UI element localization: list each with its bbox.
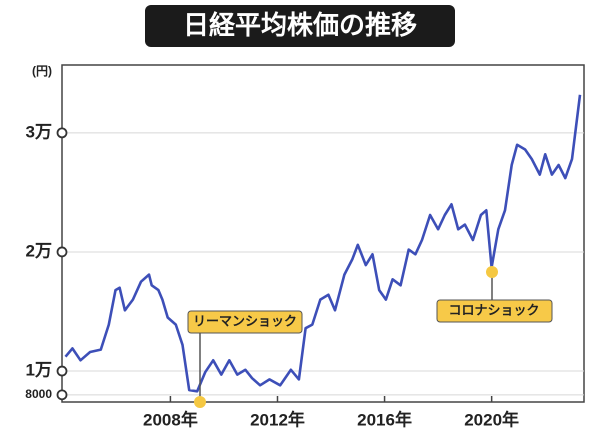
callout-box xyxy=(436,299,553,323)
y-unit: (円) xyxy=(32,64,52,78)
x-tick-label: 2020年 xyxy=(464,409,519,429)
title-box xyxy=(145,5,455,47)
x-tick-label: 2008年 xyxy=(143,409,198,429)
callout-dot xyxy=(486,266,498,278)
y-tick-mark xyxy=(56,389,68,401)
x-tick-label: 2016年 xyxy=(357,409,412,429)
x-tick-label: 2012年 xyxy=(250,409,305,429)
annotation: リーマンショック xyxy=(193,313,297,328)
data-line xyxy=(64,94,582,393)
y-tick-label: 3万 xyxy=(26,122,52,141)
callout-box xyxy=(187,310,303,334)
y-tick-label: 2万 xyxy=(26,241,52,260)
y-tick-label: 1万 xyxy=(26,361,52,380)
plot-layer xyxy=(62,94,584,402)
chart-title: 日経平均株価の推移 xyxy=(183,10,417,40)
annotation: コロナショック xyxy=(448,302,539,317)
y-tick-mark xyxy=(56,365,68,377)
plot-frame xyxy=(61,64,585,403)
y-tick-label: 8000 xyxy=(25,387,52,401)
callout-dot xyxy=(194,396,206,408)
y-tick-mark xyxy=(56,246,68,258)
y-tick-mark xyxy=(56,127,68,139)
